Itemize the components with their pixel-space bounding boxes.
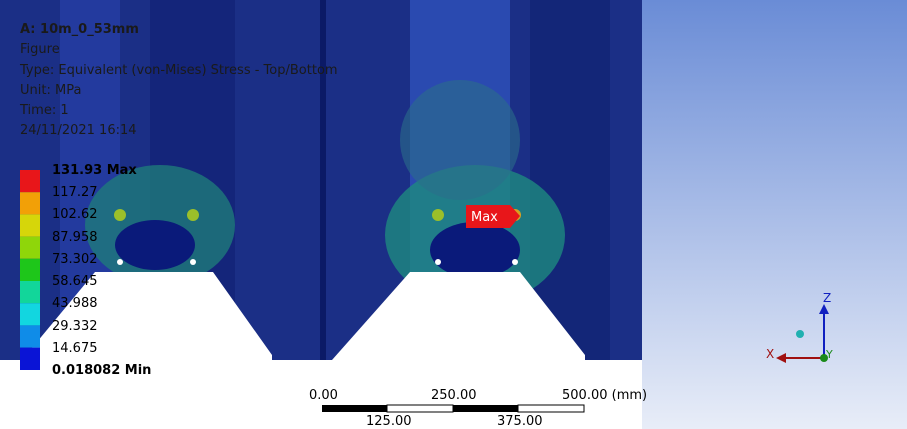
legend-label: 43.988 [52,296,98,311]
legend-label: 58.645 [52,274,98,289]
legend-swatches [20,170,40,370]
max-marker: Max [466,205,520,228]
max-label: Max [471,210,498,225]
axis-triad: Z X Y [766,291,833,363]
info-line: Figure [20,42,60,57]
scale-bar [322,404,585,413]
legend-label: 14.675 [52,341,98,356]
axis-label: Y [825,348,833,361]
scale-label: 0.00 [309,388,338,403]
legend-label: 131.93 Max [52,163,137,178]
info-line: Unit: MPa [20,83,81,98]
scale-label: 375.00 [497,414,543,429]
info-line: 24/11/2021 16:14 [20,123,137,138]
legend-label: 117.27 [52,185,98,200]
scale-label: 125.00 [366,414,412,429]
legend-label: 87.958 [52,230,98,245]
title: A: 10m_0_53mm [20,22,139,37]
legend-label: 73.302 [52,252,98,267]
axis-label: Z [823,291,831,305]
background-gradient [640,0,907,429]
legend-label: 102.62 [52,207,98,222]
info-line: Time: 1 [19,103,69,118]
scale-label: 500.00 (mm) [562,388,647,403]
scale-label: 250.00 [431,388,477,403]
info-line: Type: Equivalent (von-Mises) Stress - To… [19,63,338,78]
axis-label: X [766,347,774,361]
legend-label: 0.018082 Min [52,363,151,378]
legend-label: 29.332 [52,319,98,334]
model [0,0,642,360]
